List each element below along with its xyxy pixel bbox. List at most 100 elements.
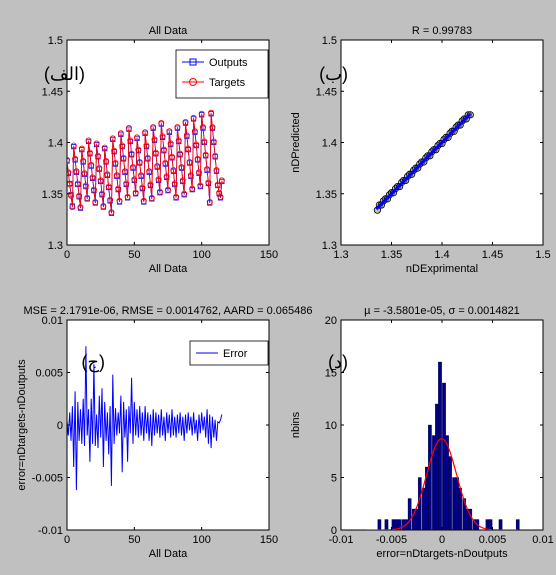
histogram-bar xyxy=(422,487,426,530)
data-point xyxy=(179,177,186,184)
legend-marker xyxy=(189,78,197,86)
data-point xyxy=(67,169,72,176)
data-point xyxy=(116,197,123,204)
x-tick-label: 50 xyxy=(128,534,140,546)
y-tick-label: 1.5 xyxy=(48,35,63,47)
data-point xyxy=(100,203,107,210)
data-point xyxy=(84,194,91,201)
chart-panel-a: All Data 0 50 100 150 1.3 1.35 1.4 1.45 1.5 All Da… xyxy=(42,25,279,275)
data-point xyxy=(69,204,76,211)
data-point xyxy=(68,192,75,199)
data-point xyxy=(171,180,178,187)
data-point xyxy=(135,146,142,153)
data-point xyxy=(96,165,103,172)
data-point xyxy=(93,140,100,147)
data-point xyxy=(160,146,167,153)
data-point xyxy=(82,182,89,189)
data-point xyxy=(101,144,108,151)
data-point xyxy=(119,142,126,149)
y-tick-label: 1.35 xyxy=(316,189,337,201)
plot-area xyxy=(340,319,544,531)
regression-line xyxy=(375,112,472,211)
chart-title: All Data xyxy=(149,25,188,37)
y-tick-label: 20 xyxy=(325,315,337,327)
data-point xyxy=(131,176,138,183)
x-tick-label: 1.4 xyxy=(434,249,449,261)
data-point xyxy=(123,180,130,187)
data-point xyxy=(139,184,146,191)
plot-content xyxy=(67,109,225,216)
data-point xyxy=(154,163,161,170)
legend-entry: Error xyxy=(223,348,248,360)
data-point xyxy=(216,189,223,196)
x-tick-label: 50 xyxy=(128,249,140,261)
data-point xyxy=(120,154,127,161)
data-point xyxy=(218,177,225,184)
data-point xyxy=(151,136,158,143)
data-point xyxy=(94,152,101,159)
data-point xyxy=(166,128,173,135)
data-point xyxy=(213,167,220,174)
data-point xyxy=(73,168,80,175)
data-point xyxy=(190,114,197,121)
data-point xyxy=(80,157,87,164)
legend-entry: Targets xyxy=(209,77,246,89)
data-point xyxy=(70,142,77,149)
histogram-bar xyxy=(488,519,493,530)
histogram-bar xyxy=(458,487,462,530)
x-tick-label: 1.3 xyxy=(333,249,348,261)
data-point xyxy=(117,130,124,137)
y-tick-label: 1.45 xyxy=(316,86,337,98)
y-tick-label: 1.45 xyxy=(42,86,63,98)
histogram-bar xyxy=(401,519,406,530)
data-point xyxy=(115,185,122,192)
data-point xyxy=(81,170,88,177)
y-tick-label: 1.4 xyxy=(48,138,63,150)
data-point xyxy=(202,151,209,158)
data-point xyxy=(181,190,188,197)
data-point xyxy=(197,182,204,189)
data-point xyxy=(67,156,70,163)
data-point xyxy=(159,133,166,140)
data-point xyxy=(125,125,132,132)
legend: Error xyxy=(189,340,269,366)
data-point xyxy=(175,137,182,144)
data-point xyxy=(158,120,165,127)
histogram-bar xyxy=(515,519,520,530)
data-point xyxy=(169,153,176,160)
data-point xyxy=(97,177,104,184)
y-tick-label: 1.3 xyxy=(322,240,337,252)
data-point xyxy=(74,180,81,187)
data-point xyxy=(113,172,120,179)
data-point xyxy=(143,142,150,149)
legend: Outputs Targets xyxy=(175,49,269,99)
data-point xyxy=(111,147,118,154)
data-point xyxy=(206,198,213,205)
y-axis-label: nDPredicted xyxy=(290,112,302,173)
data-point xyxy=(185,145,192,152)
data-point xyxy=(183,132,190,139)
histogram-bar xyxy=(384,519,389,530)
legend-marker xyxy=(189,58,197,66)
x-tick-label: 150 xyxy=(260,249,278,261)
panel-label: (د) xyxy=(328,352,348,372)
plot-content xyxy=(373,111,474,214)
panel-label: (ب) xyxy=(319,64,348,84)
data-point xyxy=(201,138,208,145)
x-tick-label: 0 xyxy=(64,534,70,546)
data-point xyxy=(67,181,73,188)
data-point xyxy=(105,183,112,190)
data-point xyxy=(76,192,83,199)
data-point xyxy=(92,198,99,205)
data-point xyxy=(150,124,157,131)
data-point xyxy=(162,159,169,166)
data-point xyxy=(132,189,139,196)
data-point xyxy=(167,140,174,147)
data-point xyxy=(187,172,194,179)
data-point xyxy=(136,158,143,165)
data-point xyxy=(107,196,114,203)
data-point xyxy=(174,124,181,131)
data-point xyxy=(103,157,110,164)
x-tick-label: 1.5 xyxy=(535,249,550,261)
y-tick-label: 1.35 xyxy=(42,189,63,201)
